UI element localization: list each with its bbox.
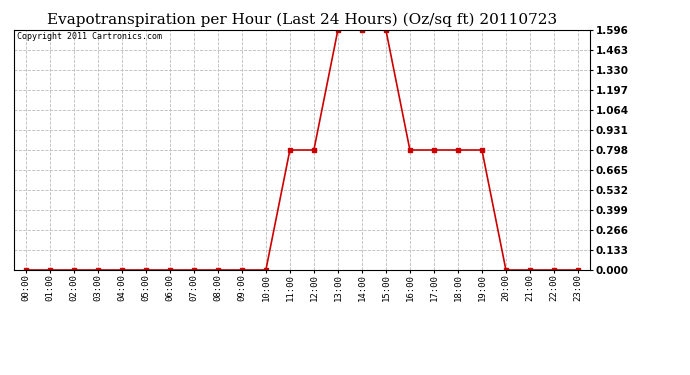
Title: Evapotranspiration per Hour (Last 24 Hours) (Oz/sq ft) 20110723: Evapotranspiration per Hour (Last 24 Hou… <box>47 13 557 27</box>
Text: Copyright 2011 Cartronics.com: Copyright 2011 Cartronics.com <box>17 32 161 41</box>
